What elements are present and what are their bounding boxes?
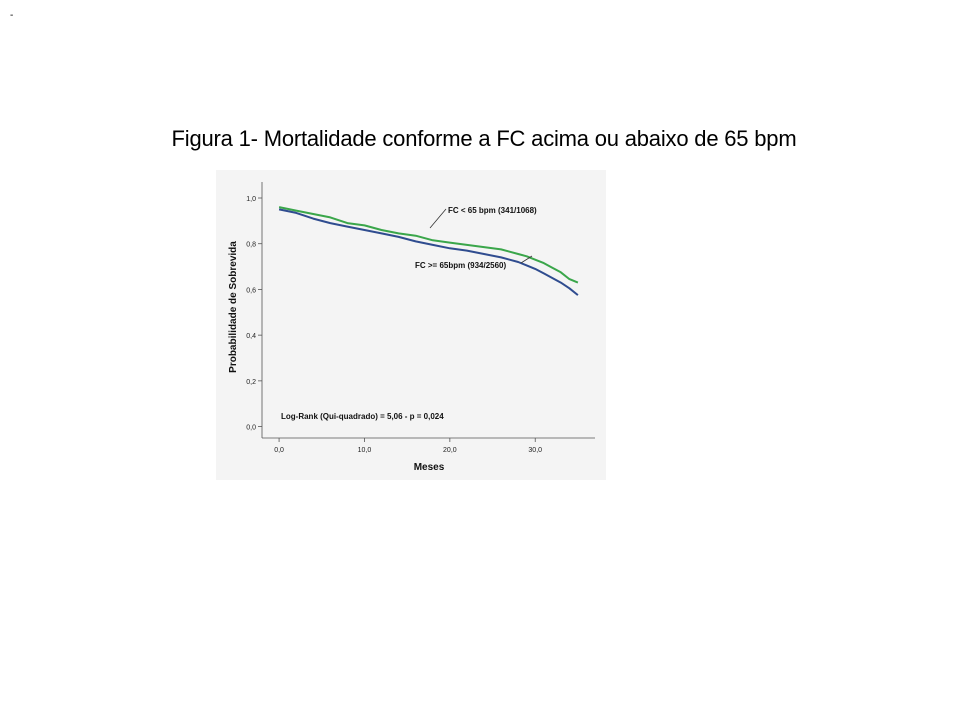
y-tick-label: 0,8 (246, 242, 256, 249)
figure-title: Figura 1- Mortalidade conforme a FC acim… (171, 126, 797, 151)
survival-curve-fc-lt65 (278, 206, 579, 284)
survival-chart: 0,0 0,2 0,4 0,6 0,8 1,0 0,0 10,0 20,0 30,0 FC < 6… (228, 182, 595, 473)
series-layer (278, 206, 579, 296)
x-axis-label: Meses (414, 462, 445, 473)
x-tick-label: 0,0 (274, 447, 284, 454)
y-tick-label: 0,2 (246, 379, 256, 386)
chart-axes: 0,0 0,2 0,4 0,6 0,8 1,0 0,0 10,0 20,0 30,0 (246, 182, 595, 454)
legend-leader-line-2 (520, 255, 533, 264)
legend-leader-line-1 (429, 208, 447, 229)
survival-curve-fc-ge65 (278, 208, 579, 296)
x-tick-label: 20,0 (443, 447, 457, 454)
y-tick-label: 0,0 (246, 425, 256, 432)
log-rank-annotation: Log-Rank (Qui-quadrado) = 5,06 - p = 0,0… (281, 412, 444, 421)
corner-mark: - (10, 10, 14, 21)
y-axis-label: Probabilidade de Sobrevida (228, 241, 239, 373)
x-tick-label: 10,0 (358, 447, 372, 454)
chart-panel: 0,0 0,2 0,4 0,6 0,8 1,0 0,0 10,0 20,0 30,0 FC < 6… (216, 170, 606, 480)
x-tick-label: 30,0 (528, 447, 542, 454)
y-tick-label: 1,0 (246, 196, 256, 203)
series-label-fc-ge65: FC >= 65bpm (934/2560) (415, 261, 506, 270)
y-tick-label: 0,6 (246, 287, 256, 294)
y-tick-label: 0,4 (246, 333, 256, 340)
series-label-fc-lt65: FC < 65 bpm (341/1068) (448, 206, 537, 215)
